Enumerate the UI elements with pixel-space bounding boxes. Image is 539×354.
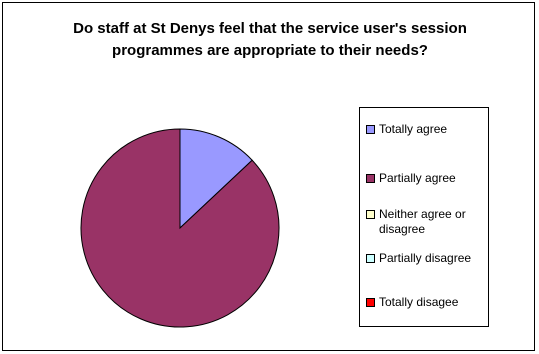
legend-item: Totally disagee bbox=[366, 295, 491, 310]
legend-label: Totally disagee bbox=[379, 295, 459, 309]
legend-label: Neither agree or disagree bbox=[379, 207, 466, 236]
legend-label: Totally agree bbox=[379, 122, 448, 136]
legend-swatch bbox=[366, 210, 375, 219]
legend-swatch bbox=[366, 174, 375, 183]
legend-swatch bbox=[366, 125, 375, 134]
legend-swatch bbox=[366, 298, 375, 307]
legend-label: Partially agree bbox=[379, 171, 456, 185]
chart-frame bbox=[2, 2, 535, 351]
pie-slice-totally-agree bbox=[179, 128, 253, 230]
legend-item: Neither agree or disagree bbox=[366, 207, 491, 237]
chart-title: Do staff at St Denys feel that the servi… bbox=[73, 20, 467, 59]
legend-item: Totally agree bbox=[366, 122, 491, 137]
chart-legend: Totally agree Partially agree Neither agre… bbox=[359, 107, 489, 327]
legend-label: Partially disagree bbox=[379, 251, 472, 265]
legend-item: Partially disagree bbox=[366, 251, 491, 266]
legend-item: Partially agree bbox=[366, 171, 491, 186]
legend-swatch bbox=[366, 254, 375, 263]
pie-slice-partially-agree bbox=[80, 128, 280, 328]
